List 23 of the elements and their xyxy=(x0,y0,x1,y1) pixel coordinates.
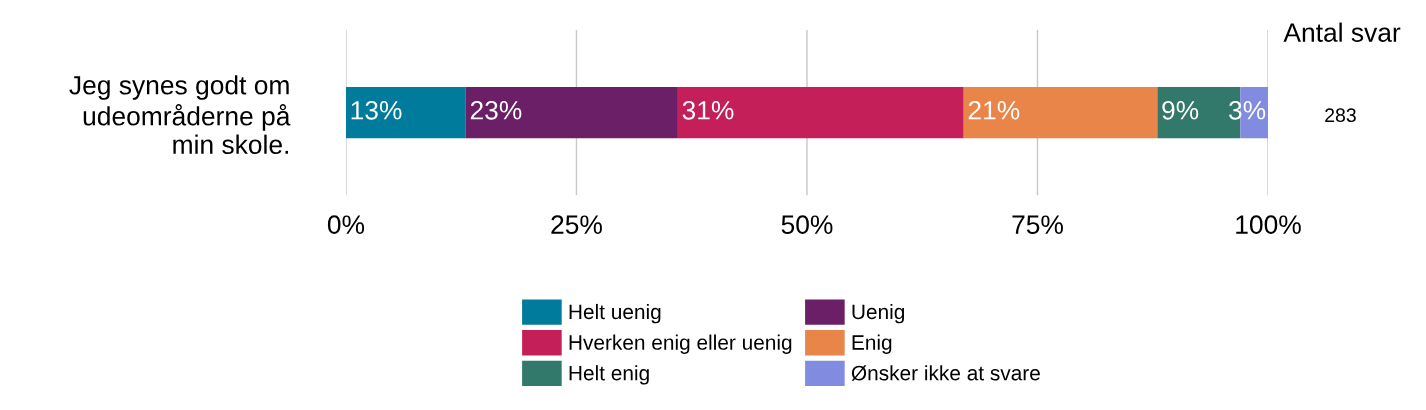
data-label: 9% xyxy=(1162,100,1199,120)
data-label: 21% xyxy=(968,100,1020,120)
legend-label: Enig xyxy=(852,334,892,354)
data-label: 31% xyxy=(682,100,734,120)
text: 283 xyxy=(1325,108,1356,123)
data-label: 13% xyxy=(351,100,402,120)
legend-label: Hverken enig eller uenig xyxy=(569,334,792,354)
x-tick-label: 0% xyxy=(327,215,365,234)
bar xyxy=(677,86,964,139)
text: Antal svar xyxy=(1283,22,1401,42)
x-tick-label: 100% xyxy=(1236,215,1301,234)
legend-label: Ønsker ikke at svare xyxy=(851,365,1040,381)
bar xyxy=(963,86,1158,139)
legend-label: Helt uenig xyxy=(569,303,661,324)
data-label: 23% xyxy=(470,100,522,120)
y-tick-label: Jeg synes godt om udeområderne på min skole. xyxy=(69,75,291,154)
x-tick-label: 75% xyxy=(1012,215,1063,234)
legend-label: Uenig xyxy=(852,303,905,324)
bar xyxy=(465,86,678,139)
bar xyxy=(345,86,466,139)
legend-label: Helt enig xyxy=(569,365,649,385)
x-tick-label: 50% xyxy=(781,215,833,234)
x-tick-label: 25% xyxy=(551,215,602,234)
